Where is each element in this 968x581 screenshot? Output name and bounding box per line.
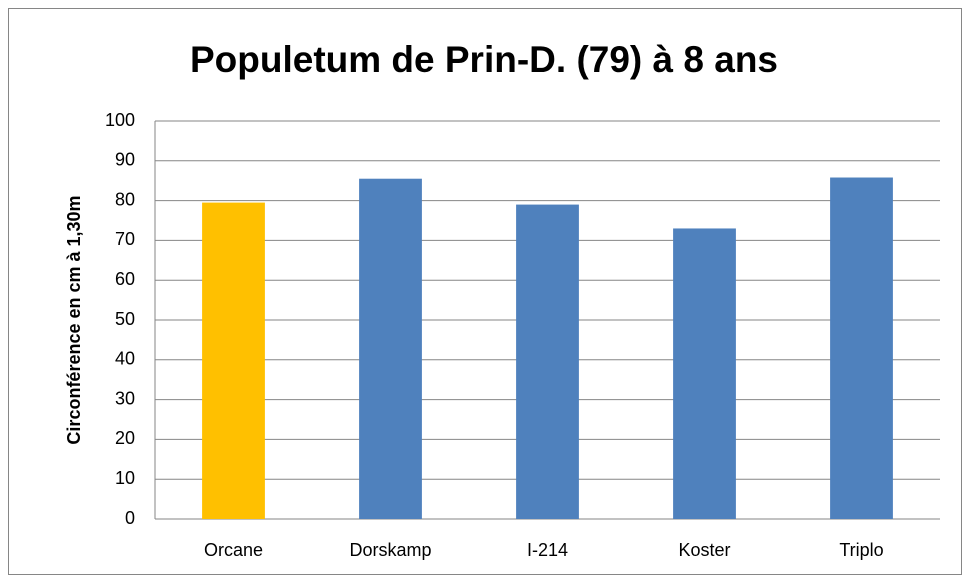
y-tick-label: 100: [105, 110, 135, 130]
y-tick-label: 40: [115, 349, 135, 369]
x-tick-label: Orcane: [204, 540, 263, 560]
bar: [359, 178, 422, 519]
x-tick-label: I-214: [527, 540, 568, 560]
bar: [516, 204, 579, 519]
chart-title: Populetum de Prin-D. (79) à 8 ans: [190, 39, 778, 80]
y-tick-label: 50: [115, 309, 135, 329]
y-tick-label: 10: [115, 468, 135, 488]
chart-frame: [8, 8, 962, 575]
bar: [202, 202, 265, 519]
x-tick-label: Koster: [678, 540, 730, 560]
y-tick-label: 30: [115, 388, 135, 408]
y-tick-label: 60: [115, 269, 135, 289]
x-tick-label: Triplo: [839, 540, 883, 560]
y-axis-label: Circonférence en cm à 1,30m: [64, 195, 84, 444]
bar: [830, 177, 893, 520]
y-tick-label: 80: [115, 189, 135, 209]
bar: [673, 228, 736, 519]
y-tick-label: 20: [115, 428, 135, 448]
y-tick-label: 0: [125, 508, 135, 528]
x-tick-label: Dorskamp: [349, 540, 431, 560]
y-tick-label: 70: [115, 229, 135, 249]
y-tick-label: 90: [115, 150, 135, 170]
